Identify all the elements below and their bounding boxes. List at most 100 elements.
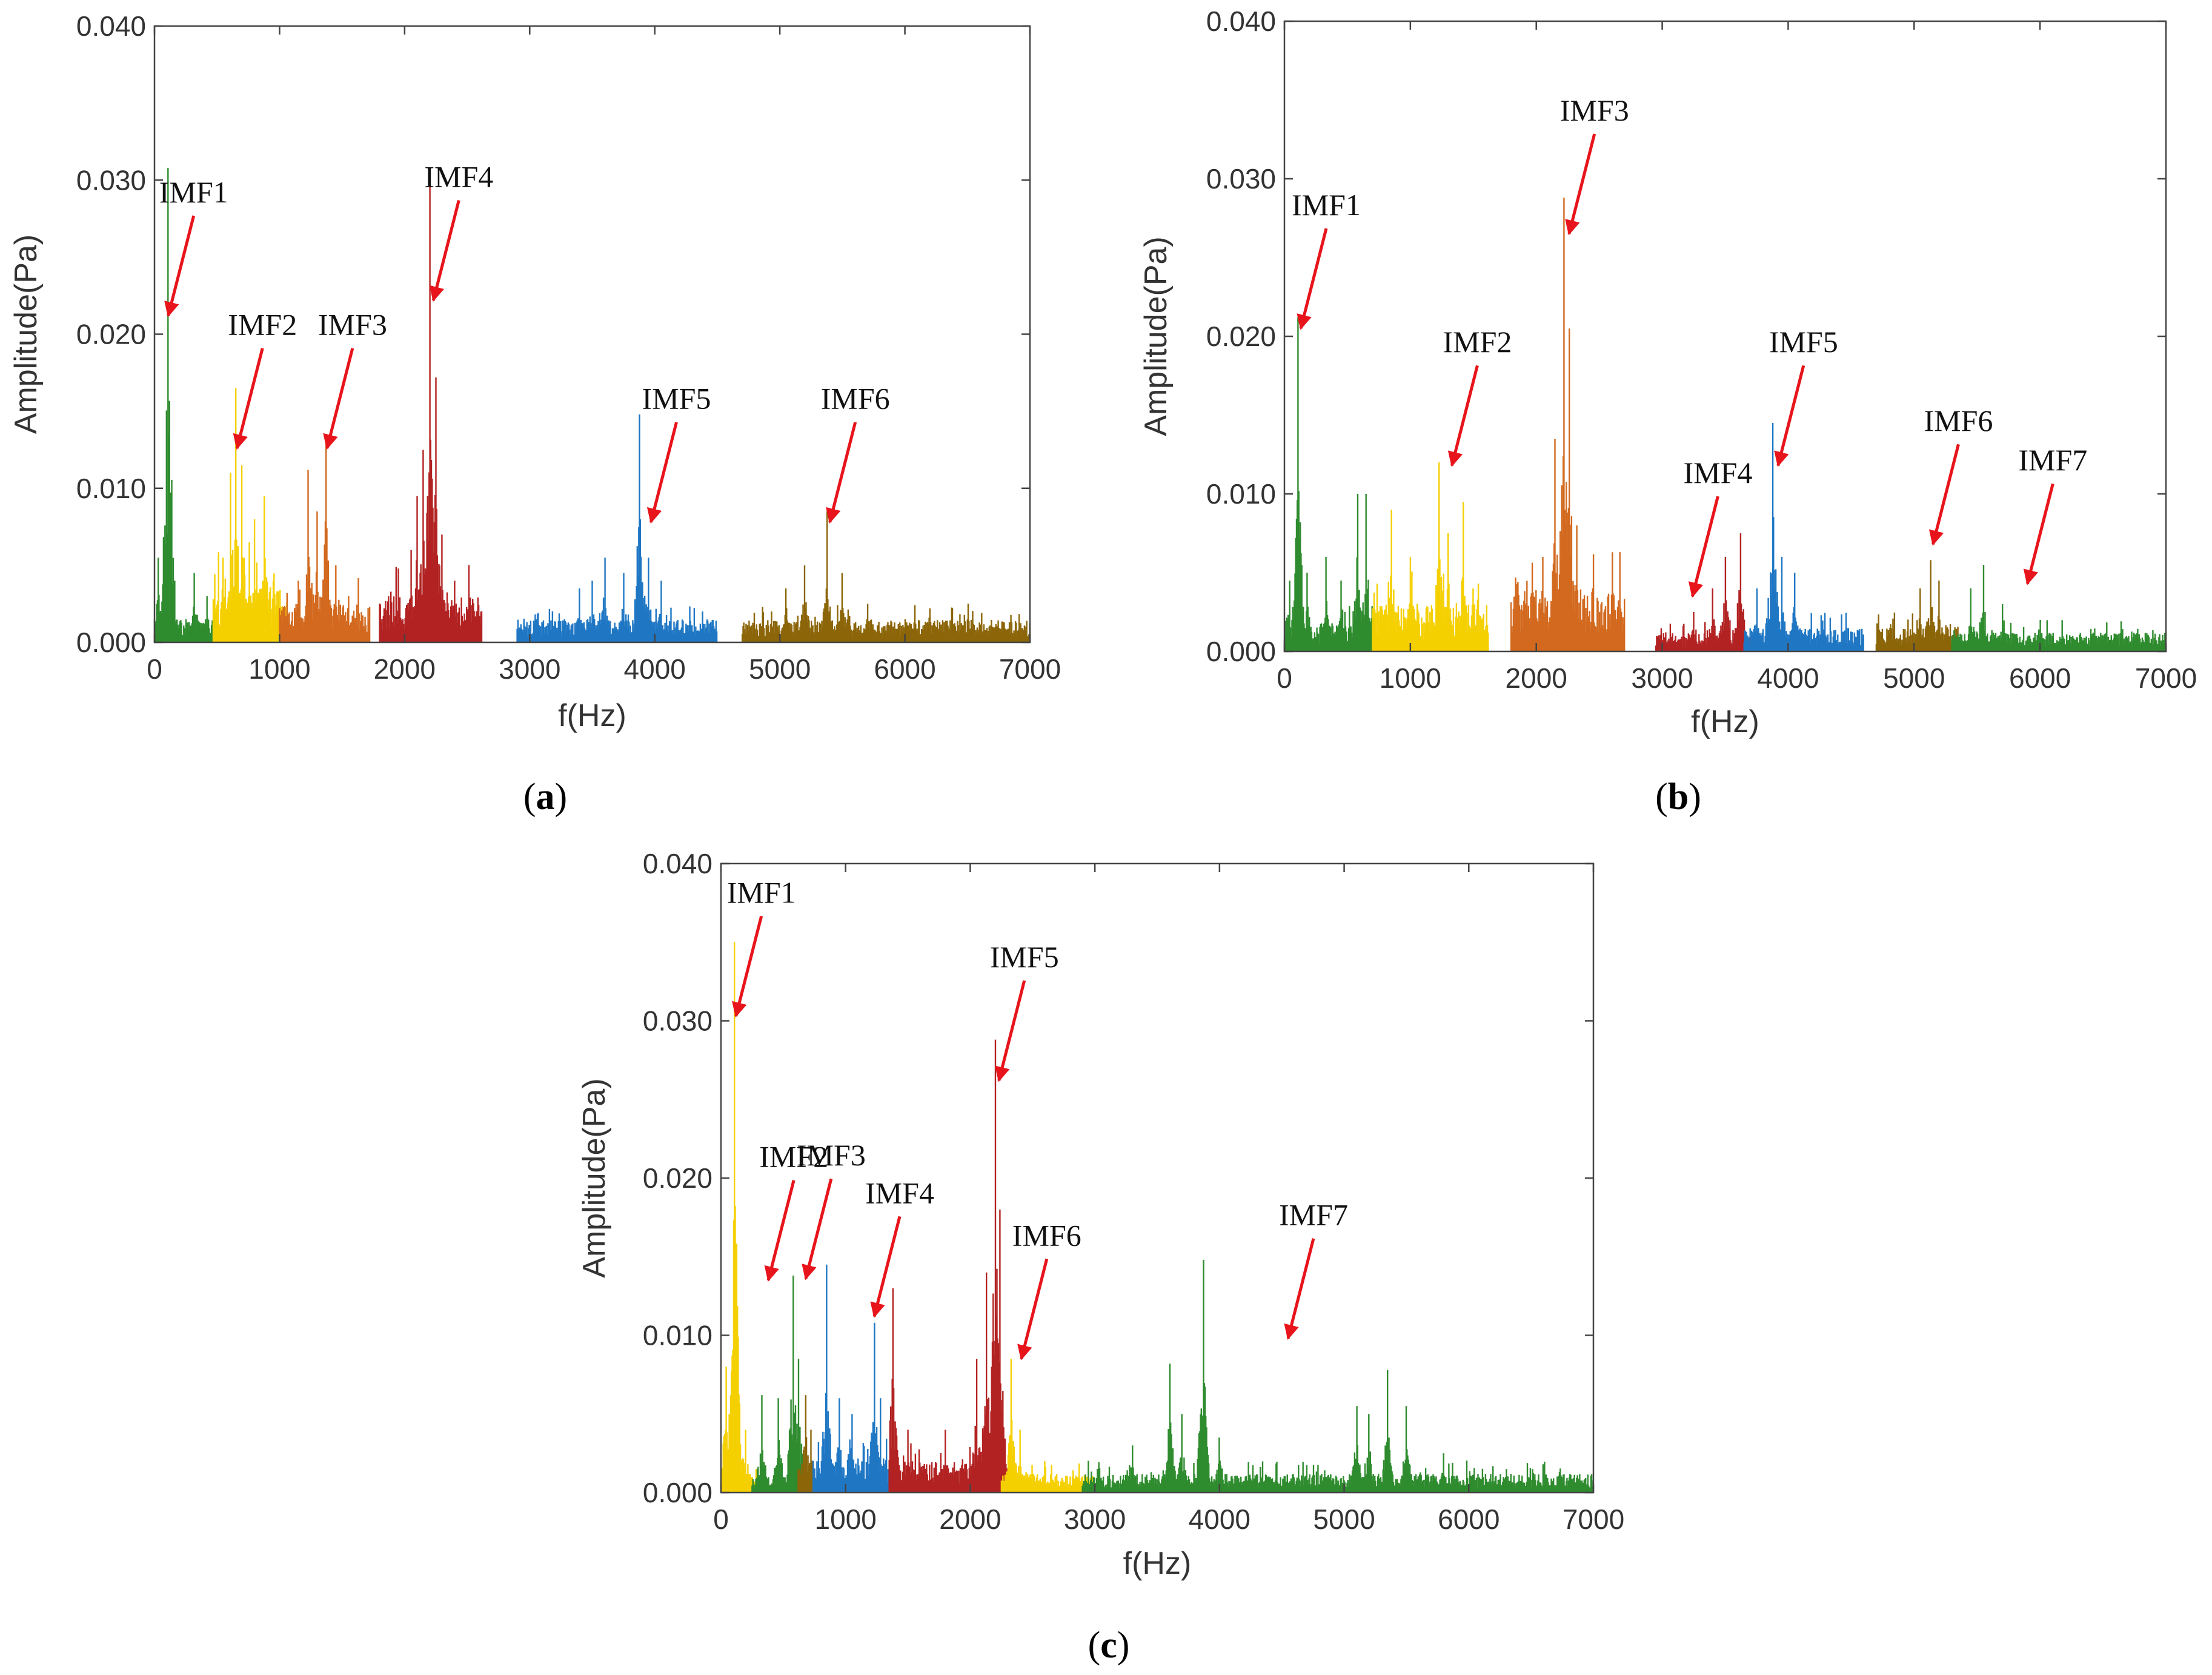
annotation-arrow-imf5 bbox=[1774, 365, 1805, 467]
annotation-label-imf4: IMF4 bbox=[1683, 456, 1752, 490]
series-imf2-spectrum bbox=[1372, 462, 1489, 651]
annotation-arrow-imf7 bbox=[2023, 483, 2054, 585]
annotation-label-imf6: IMF6 bbox=[1012, 1218, 1081, 1252]
annotation-arrow-imf4 bbox=[870, 1216, 902, 1318]
panel-label: (a) bbox=[523, 776, 567, 818]
chart-panel-c: 0 1000 2000 3000 4000 5000 6000 7000 0.000 0.010 0… bbox=[577, 848, 1624, 1666]
x-tick-label: 1000 bbox=[1380, 662, 1441, 694]
annotation-label-imf2: IMF2 bbox=[759, 1140, 828, 1174]
x-tick-label: 4000 bbox=[624, 653, 686, 685]
x-axis-title: f(Hz) bbox=[558, 698, 626, 733]
y-axis-title: Amplitude(Pa) bbox=[577, 1078, 612, 1277]
annotation-arrow-imf2 bbox=[233, 348, 264, 450]
series-imf6-spectrum bbox=[742, 511, 1031, 642]
series-imf4-spectrum bbox=[1655, 533, 1752, 651]
series-imf6-spectrum bbox=[1875, 560, 1959, 651]
annotation-arrow-imf5 bbox=[995, 980, 1026, 1082]
annotation-label-imf5: IMF5 bbox=[642, 382, 711, 416]
annotation-label-imf3: IMF3 bbox=[1560, 93, 1629, 127]
chart-panel-b: 0 1000 2000 3000 4000 5000 6000 7000 0.000 0.010 0… bbox=[1138, 5, 2197, 818]
y-axis-title: Amplitude(Pa) bbox=[8, 235, 44, 434]
chart-panel-a: 0 1000 2000 3000 4000 5000 6000 7000 0.000 0.010 0… bbox=[8, 10, 1061, 818]
x-tick-label: 0 bbox=[147, 653, 162, 685]
annotation-label-imf2: IMF2 bbox=[1443, 325, 1512, 359]
annotation-label-imf6: IMF6 bbox=[1924, 404, 1993, 438]
x-tick-label: 5000 bbox=[1313, 1504, 1375, 1535]
annotation-arrow-imf1 bbox=[164, 215, 196, 318]
panel-label: (c) bbox=[1088, 1625, 1130, 1666]
y-tick-label: 0.010 bbox=[1206, 478, 1276, 510]
x-tick-label: 2000 bbox=[939, 1504, 1001, 1535]
y-tick-label: 0.040 bbox=[76, 10, 146, 42]
annotation-label-imf6: IMF6 bbox=[821, 382, 890, 416]
x-tick-label: 1000 bbox=[248, 653, 310, 685]
series-imf4-spectrum bbox=[379, 183, 483, 642]
y-tick-label: 0.000 bbox=[1206, 636, 1276, 667]
series-imf7-spectrum bbox=[1081, 1259, 1594, 1493]
annotation-arrow-imf4 bbox=[429, 199, 460, 302]
annotation-label-imf2: IMF2 bbox=[228, 308, 297, 342]
y-tick-label: 0.030 bbox=[76, 164, 146, 196]
y-tick-label: 0.020 bbox=[643, 1162, 712, 1194]
series-imf3-spectrum bbox=[279, 437, 371, 642]
annotation-label-imf7: IMF7 bbox=[1279, 1198, 1348, 1232]
series-imf7-spectrum bbox=[1951, 565, 2167, 651]
x-tick-label: 5000 bbox=[1883, 662, 1945, 694]
y-tick-label: 0.020 bbox=[76, 319, 146, 350]
x-tick-label: 6000 bbox=[2009, 662, 2071, 694]
x-tick-label: 4000 bbox=[1757, 662, 1819, 694]
annotation-arrow-imf6 bbox=[1928, 444, 1960, 546]
annotation-label-imf1: IMF1 bbox=[159, 175, 228, 209]
annotation-label-imf3: IMF3 bbox=[318, 308, 387, 342]
x-tick-label: 2000 bbox=[1506, 662, 1567, 694]
series-imf5-spectrum bbox=[516, 414, 718, 642]
x-tick-label: 3000 bbox=[1064, 1504, 1126, 1535]
annotation-arrow-imf7 bbox=[1284, 1238, 1315, 1340]
y-tick-label: 0.010 bbox=[76, 473, 146, 504]
series-imf4-spectrum bbox=[812, 1264, 897, 1493]
annotation-arrow-imf5 bbox=[646, 422, 678, 524]
y-tick-label: 0.040 bbox=[1206, 5, 1276, 37]
x-tick-label: 3000 bbox=[1631, 662, 1693, 694]
annotation-label-imf3: IMF3 bbox=[797, 1138, 866, 1172]
annotation-arrow-imf3 bbox=[1565, 133, 1596, 236]
x-axis-title: f(Hz) bbox=[1123, 1546, 1192, 1581]
x-tick-label: 3000 bbox=[499, 653, 560, 685]
y-tick-label: 0.000 bbox=[76, 627, 146, 658]
x-tick-label: 2000 bbox=[374, 653, 436, 685]
series-imf3-spectrum bbox=[1510, 198, 1626, 651]
x-tick-label: 7000 bbox=[2135, 662, 2197, 694]
y-tick-label: 0.020 bbox=[1206, 321, 1276, 352]
x-tick-label: 7000 bbox=[1563, 1504, 1624, 1535]
x-tick-label: 1000 bbox=[815, 1504, 877, 1535]
x-tick-label: 0 bbox=[1277, 662, 1292, 694]
annotation-arrow-imf3 bbox=[802, 1178, 833, 1280]
x-tick-label: 6000 bbox=[874, 653, 935, 685]
annotation-label-imf5: IMF5 bbox=[1769, 325, 1838, 359]
annotation-label-imf4: IMF4 bbox=[865, 1176, 934, 1210]
series-imf5-spectrum bbox=[888, 1039, 1008, 1493]
y-axis-title: Amplitude(Pa) bbox=[1138, 236, 1174, 436]
y-tick-label: 0.040 bbox=[643, 848, 712, 879]
annotation-arrow-imf2 bbox=[764, 1180, 795, 1282]
annotation-arrow-imf1 bbox=[732, 916, 763, 1018]
x-tick-label: 7000 bbox=[999, 653, 1061, 685]
y-tick-label: 0.010 bbox=[643, 1320, 712, 1351]
annotation-label-imf4: IMF4 bbox=[424, 160, 493, 194]
annotation-arrow-imf3 bbox=[323, 348, 354, 450]
annotation-arrow-imf6 bbox=[826, 422, 857, 524]
annotation-arrow-imf1 bbox=[1297, 228, 1328, 330]
y-tick-label: 0.030 bbox=[1206, 163, 1276, 195]
series-imf2-spectrum bbox=[751, 1275, 804, 1493]
y-tick-label: 0.030 bbox=[643, 1005, 712, 1037]
x-tick-label: 6000 bbox=[1438, 1504, 1500, 1535]
y-tick-label: 0.000 bbox=[643, 1477, 712, 1508]
annotation-arrow-imf2 bbox=[1447, 365, 1479, 467]
panel-label: (b) bbox=[1655, 776, 1701, 818]
series-imf5-spectrum bbox=[1743, 423, 1864, 651]
annotation-label-imf1: IMF1 bbox=[1292, 188, 1361, 222]
annotation-arrow-imf4 bbox=[1688, 496, 1719, 598]
x-tick-label: 5000 bbox=[749, 653, 811, 685]
x-tick-label: 4000 bbox=[1189, 1504, 1250, 1535]
